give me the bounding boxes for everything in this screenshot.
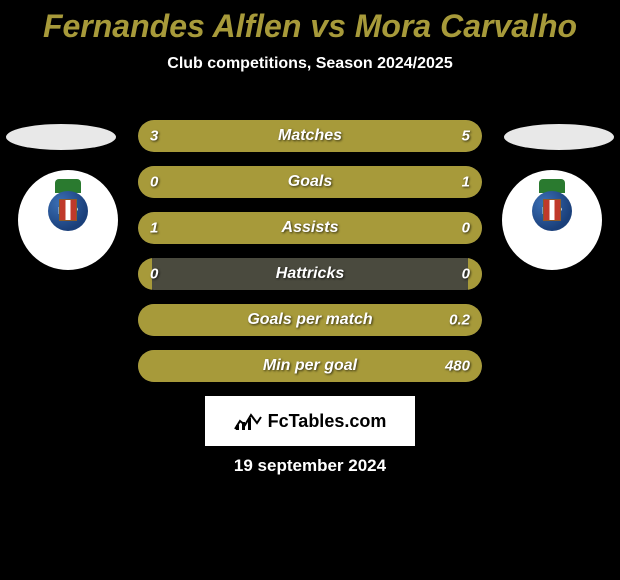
club-badge-right: FCP [502,170,602,270]
stat-bar: 0 1 Goals [138,166,482,198]
stat-bar: 0.2 Goals per match [138,304,482,336]
stats-bars: 3 5 Matches 0 1 Goals 1 0 Assists 0 0 Hattricks 0.2 G… [138,120,482,396]
stat-value-right: 480 [445,358,470,375]
brand-icon [234,411,262,431]
club-crest-left: FCP [38,185,98,255]
stat-value-right: 0 [462,266,470,283]
player-avatar-right [504,124,614,150]
stat-bar: 480 Min per goal [138,350,482,382]
stat-value-left: 3 [150,128,158,145]
stat-bar-left-fill [138,350,152,382]
stat-label: Assists [282,219,339,237]
brand-text: FcTables.com [268,411,387,432]
stat-value-left: 0 [150,174,158,191]
stat-bar-left-fill [138,304,152,336]
stat-label: Goals [288,173,332,191]
stat-value-right: 0.2 [449,312,470,329]
club-badge-left: FCP [18,170,118,270]
player-avatar-left [6,124,116,150]
stat-label: Goals per match [247,311,372,329]
stat-bar-right-fill [468,212,482,244]
stat-value-left: 1 [150,220,158,237]
stat-value-right: 5 [462,128,470,145]
stat-label: Hattricks [276,265,344,283]
stat-value-right: 0 [462,220,470,237]
stat-label: Min per goal [263,357,357,375]
comparison-subtitle: Club competitions, Season 2024/2025 [0,55,620,73]
stat-bar: 0 0 Hattricks [138,258,482,290]
stat-bar: 3 5 Matches [138,120,482,152]
date-line: 19 september 2024 [0,456,620,476]
brand-box: FcTables.com [205,396,415,446]
stat-value-right: 1 [462,174,470,191]
stat-bar-right-fill [468,258,482,290]
comparison-title: Fernandes Alflen vs Mora Carvalho [0,0,620,45]
stat-label: Matches [278,127,342,145]
stat-bar: 1 0 Assists [138,212,482,244]
stat-value-left: 0 [150,266,158,283]
club-crest-right: FCP [522,185,582,255]
